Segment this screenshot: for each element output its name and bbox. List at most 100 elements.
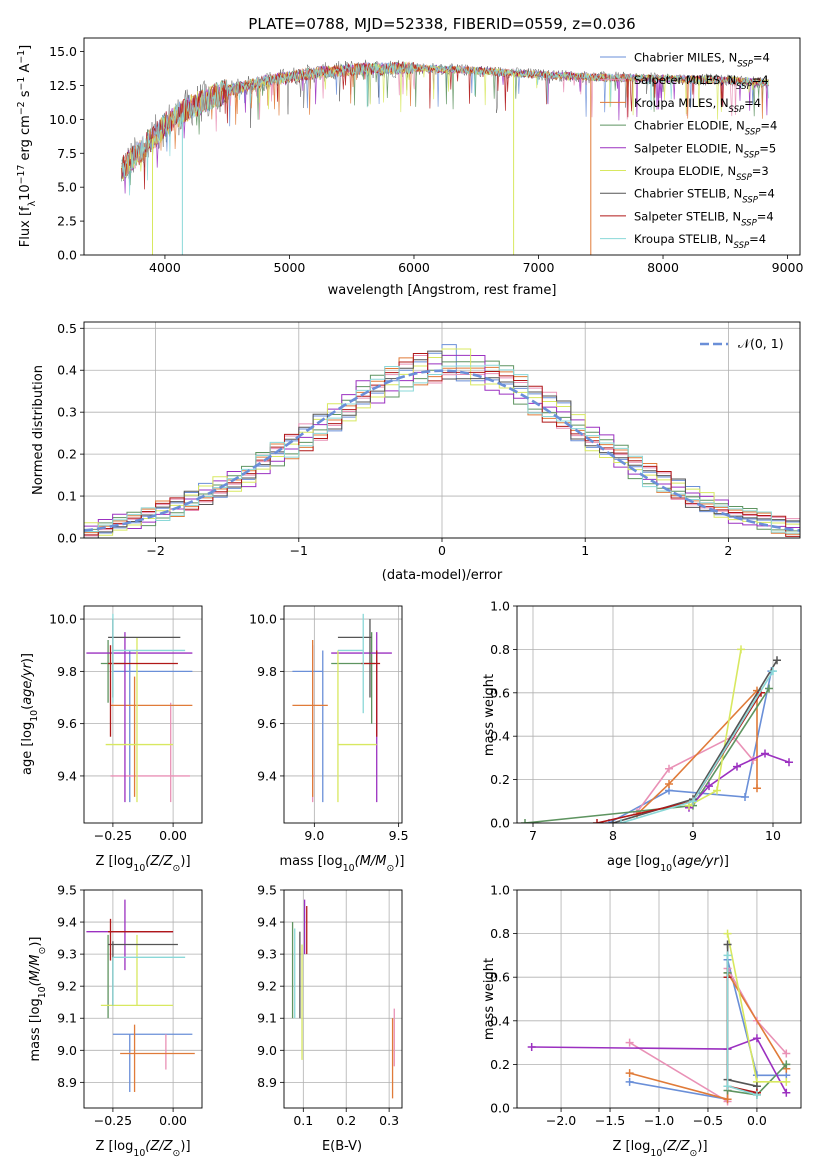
x-tick-label: −1.0 — [644, 1113, 674, 1128]
x-tick-label: 9 — [689, 828, 697, 843]
y-tick-label: 9.5 — [57, 883, 77, 898]
weight-point-marker — [625, 1038, 634, 1047]
y-axis-label: Flux [fλ10−17 erg cm−2 s−1 A−1] — [16, 45, 38, 247]
x-tick-label: 0.3 — [379, 1113, 399, 1128]
weight-point-marker — [765, 684, 773, 693]
x-tick-label: 1 — [581, 543, 589, 558]
y-tick-label: 0.6 — [490, 685, 510, 700]
legend-entry: Chabrier STELIB, NSSP=4 — [634, 187, 775, 206]
y-tick-label: 10.0 — [249, 612, 277, 627]
x-axis-label: Z [log10(Z/Z⊙)] — [95, 1139, 190, 1159]
y-tick-label: 1.0 — [490, 883, 510, 898]
y-tick-label: 9.1 — [257, 1011, 277, 1026]
y-tick-label: 9.3 — [257, 947, 277, 962]
y-tick-label: 2.5 — [57, 214, 77, 229]
age-vs-z-axes: −0.25 0.00 9.4 9.6 9.8 10.0 Z [log10(Z/Z⊙)] age… — [20, 605, 203, 874]
x-tick-label: 7 — [529, 828, 537, 843]
legend-entry: Chabrier MILES, NSSP=4 — [634, 51, 770, 70]
x-tick-label: 0.00 — [159, 1113, 187, 1128]
weight-point-marker — [593, 819, 601, 823]
axes-frame — [83, 889, 203, 1109]
spectrum-series-line — [121, 61, 769, 196]
y-axis-label: mass [log10(M/M⊙)] — [28, 937, 48, 1062]
y-tick-label: 0.2 — [57, 447, 77, 462]
weight-point-marker — [665, 764, 673, 773]
y-tick-label: 9.2 — [57, 979, 77, 994]
weight-point-marker — [752, 1090, 761, 1099]
weight-point-marker — [785, 758, 793, 767]
y-tick-label: 5.0 — [57, 180, 77, 195]
x-axis-label: E(B-V) — [322, 1139, 362, 1154]
weight-point-marker — [521, 819, 529, 823]
y-tick-label: 0.0 — [57, 531, 77, 546]
y-tick-label: 1.0 — [490, 599, 510, 614]
weight-point-marker — [782, 1060, 791, 1069]
x-axis-label: Z [log10(Z/Z⊙)] — [612, 1139, 707, 1159]
x-tick-label: −2 — [146, 543, 164, 558]
mass-vs-ebv-axes: 0.1 0.2 0.3 8.9 9.0 9.1 9.2 9.3 9.4 9.5 E(B-V) — [257, 883, 403, 1154]
x-tick-label: −0.25 — [94, 828, 132, 843]
plot-area — [121, 59, 769, 255]
weight-series-line — [608, 670, 773, 823]
spectrum-series-line — [121, 61, 769, 190]
x-tick-label: 0 — [438, 543, 446, 558]
x-tick-label: 9000 — [772, 260, 804, 275]
y-tick-label: 9.8 — [257, 664, 277, 679]
weight-point-marker — [782, 1049, 791, 1058]
y-tick-label: 0.3 — [57, 405, 77, 420]
y-tick-label: 8.9 — [257, 1075, 277, 1090]
axes-frame — [283, 889, 403, 1109]
y-tick-label: 8.9 — [57, 1075, 77, 1090]
legend-entry: 𝒩(0, 1) — [738, 336, 784, 351]
weight-series-line — [636, 735, 754, 813]
y-tick-label: 0.1 — [57, 489, 77, 504]
axes-frame — [516, 889, 802, 1109]
legend-entry: Salpeter MILES, NSSP=4 — [634, 73, 769, 92]
y-tick-label: 0.8 — [490, 642, 510, 657]
y-tick-label: 9.2 — [257, 979, 277, 994]
x-tick-label: −0.25 — [94, 1113, 132, 1128]
x-tick-label: 0.0 — [747, 1113, 767, 1128]
x-axis-label: mass [log10(M/M⊙)] — [280, 854, 405, 874]
weight-point-marker — [625, 1077, 634, 1086]
x-axis-label: wavelength [Angstrom, rest frame] — [328, 283, 557, 298]
plot-area — [292, 613, 392, 803]
weight-point-marker — [773, 656, 781, 665]
mass-vs-z-axes: −0.25 0.00 8.9 9.0 9.1 9.2 9.3 9.4 9.5 Z [log10(Z… — [28, 883, 203, 1159]
y-tick-label: 0.4 — [490, 1013, 510, 1028]
y-tick-label: 12.5 — [49, 78, 77, 93]
y-tick-label: 0.0 — [57, 248, 77, 263]
weight-vs-age-axes: 7 8 9 10 0.0 0.2 0.4 0.6 0.8 1.0 age [log10(age/yr… — [482, 599, 802, 874]
weight-vs-z-axes: −2.0 −1.5 −1.0 −0.5 0.0 0.0 0.2 0.4 0.6 0.8 1.0 Z [… — [482, 883, 802, 1159]
weight-point-marker — [617, 819, 625, 823]
y-tick-label: 9.4 — [257, 768, 277, 783]
x-tick-label: 10 — [765, 828, 781, 843]
y-tick-label: 7.5 — [57, 146, 77, 161]
weight-point-marker — [782, 1077, 791, 1086]
weight-point-marker — [705, 782, 713, 791]
y-tick-label: 9.4 — [57, 915, 77, 930]
y-tick-label: 9.4 — [57, 768, 77, 783]
weight-point-marker — [625, 1069, 634, 1078]
y-axis-label: age [log10(age/yr)] — [20, 653, 40, 775]
x-tick-label: 6000 — [398, 260, 430, 275]
x-tick-label: 0.1 — [293, 1113, 313, 1128]
plot-area — [86, 613, 193, 803]
y-tick-label: 10.0 — [49, 612, 77, 627]
axes-frame — [83, 321, 801, 539]
normal-reference-curve — [84, 369, 800, 532]
x-tick-label: 9.0 — [304, 828, 324, 843]
plot-area — [86, 899, 195, 1092]
y-tick-label: 15.0 — [49, 44, 77, 59]
x-tick-label: 4000 — [149, 260, 181, 275]
legend-entry: Kroupa STELIB, NSSP=4 — [634, 232, 766, 251]
y-tick-label: 9.4 — [257, 915, 277, 930]
weight-series-line — [531, 1037, 788, 1094]
weight-point-marker — [723, 940, 732, 949]
weight-point-marker — [733, 762, 741, 771]
legend: Chabrier MILES, NSSP=4 Salpeter MILES, NS… — [600, 51, 777, 251]
y-tick-label: 0.2 — [490, 772, 510, 787]
weight-point-marker — [723, 1095, 732, 1104]
weight-point-marker — [737, 645, 745, 654]
